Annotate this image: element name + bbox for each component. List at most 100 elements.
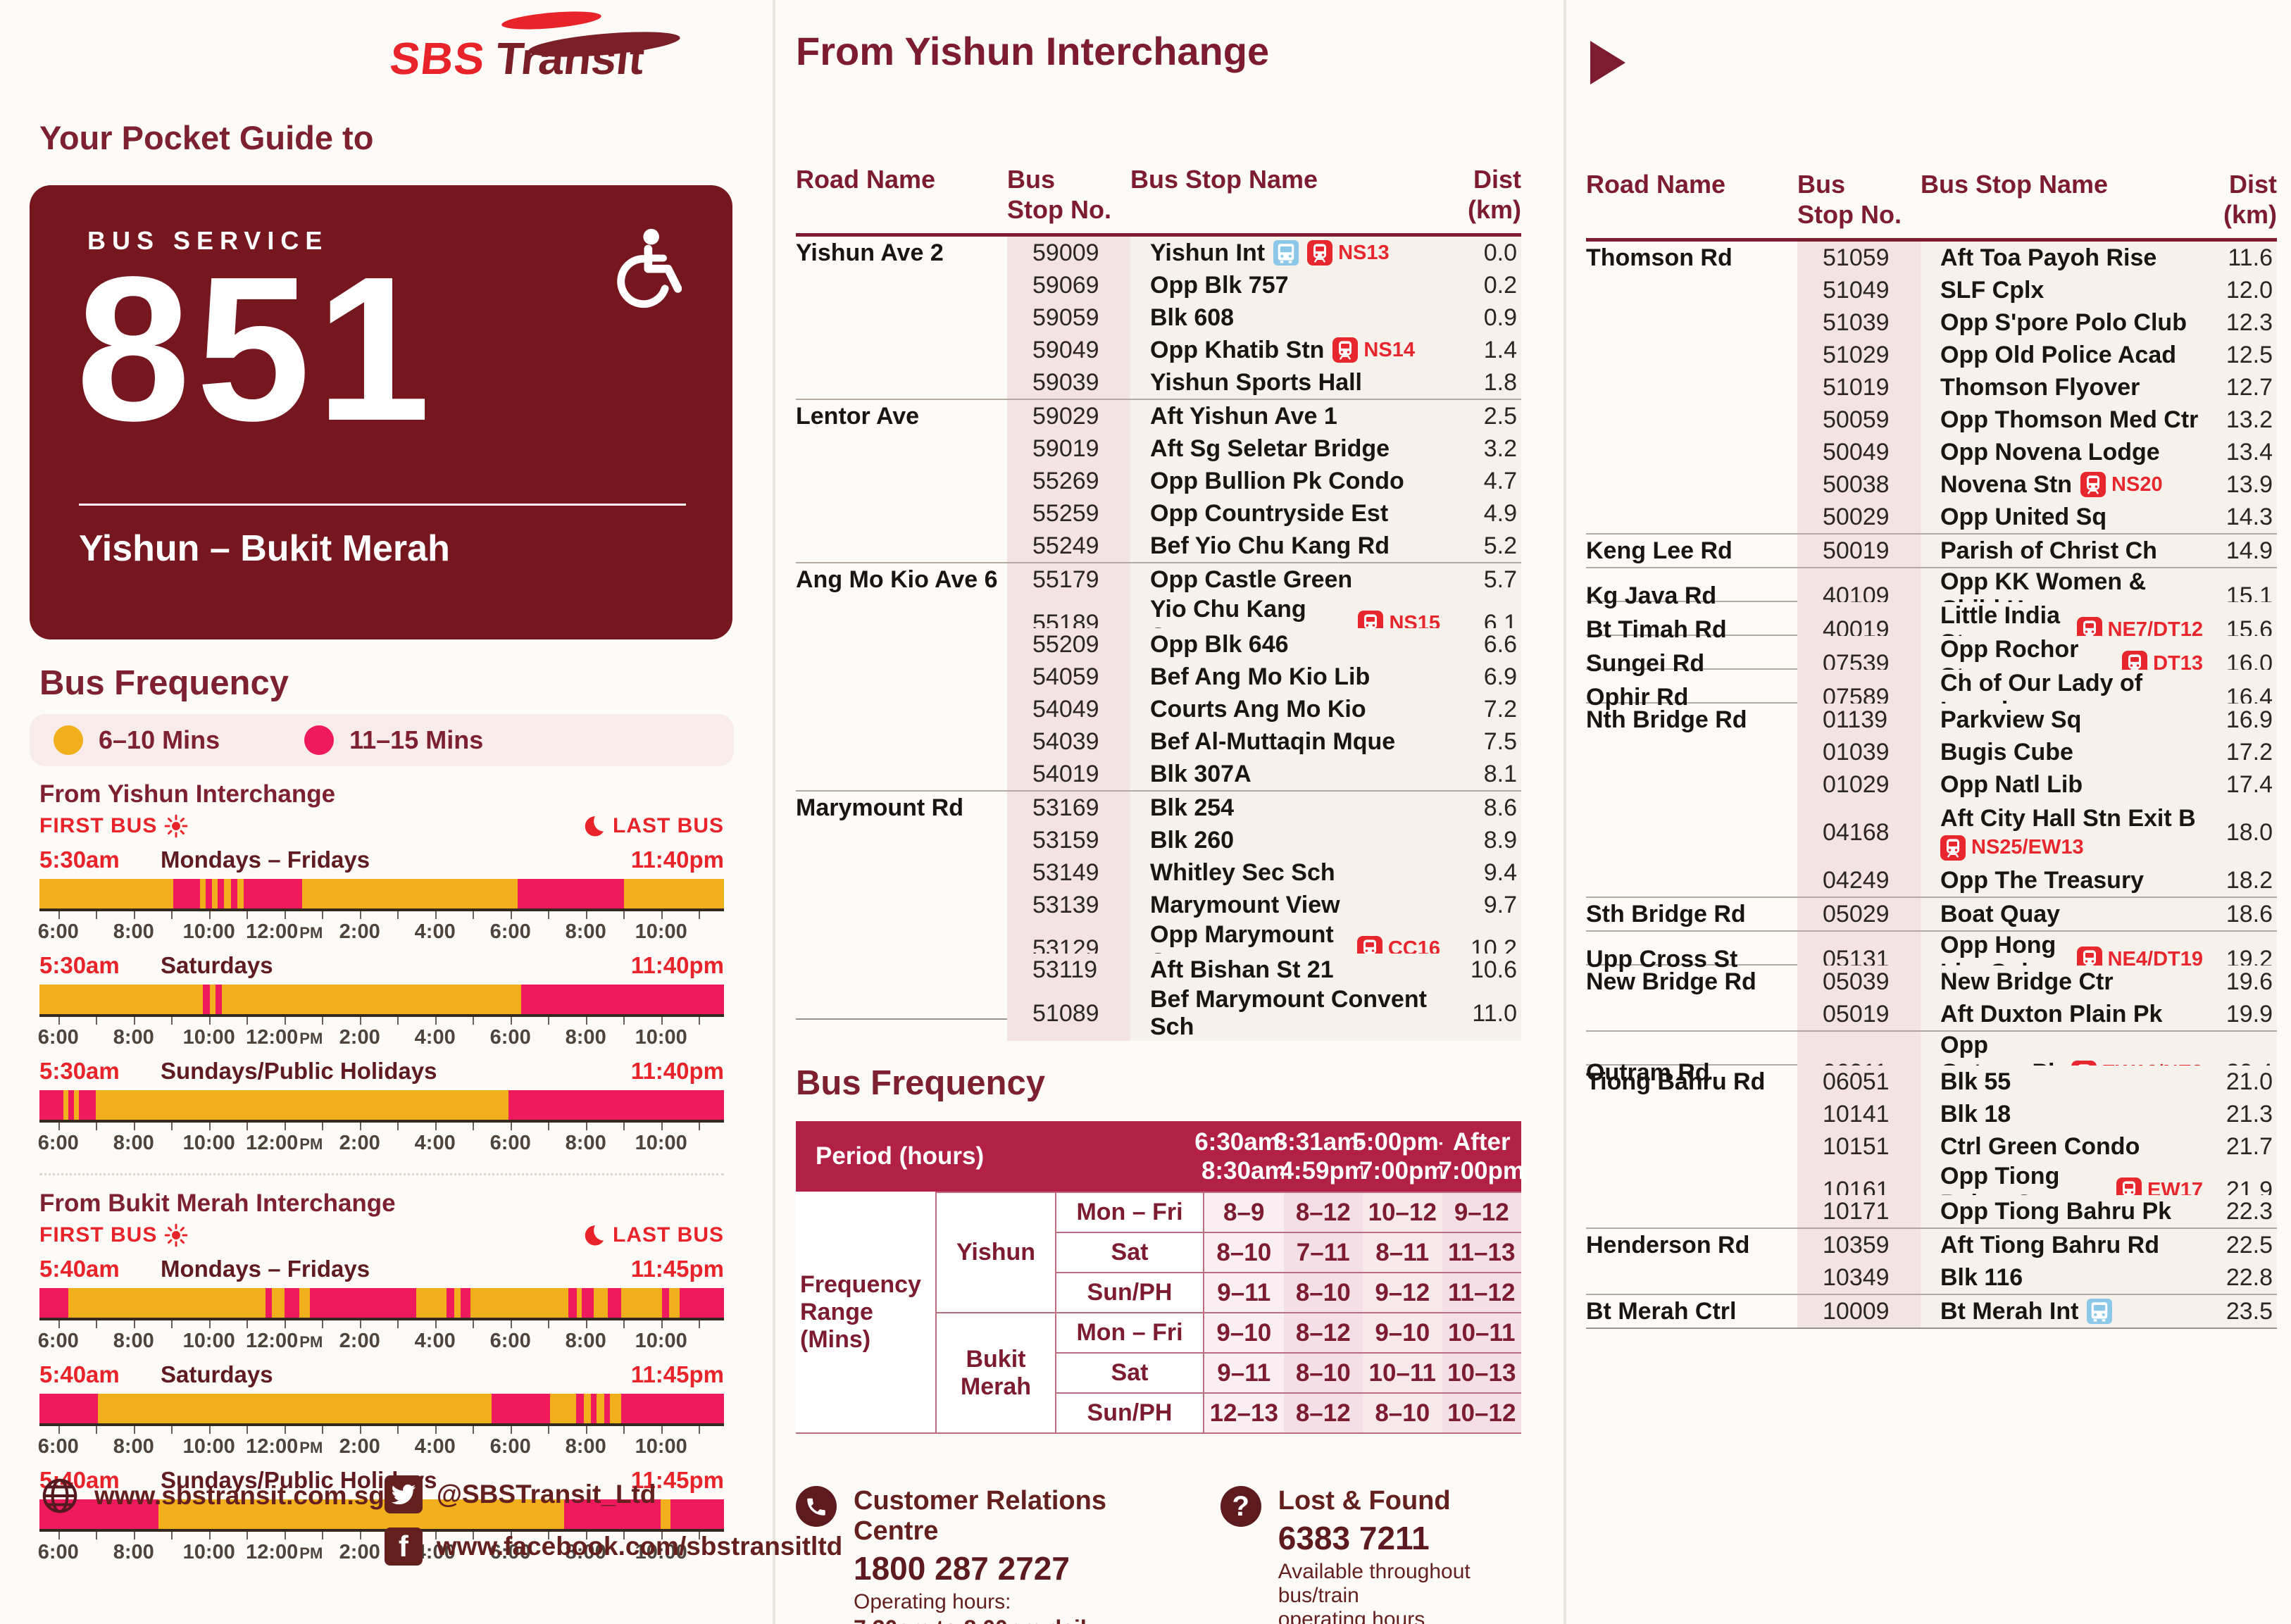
- road-name: New Bridge Rd: [1586, 968, 1756, 995]
- bus-stop-name: Opp Blk 646: [1130, 628, 1440, 661]
- stop-name-text: Aft Yishun Ave 1: [1150, 402, 1337, 430]
- axis-label: 6:00: [489, 920, 531, 943]
- stop-name-line: Parkview Sq: [1940, 706, 2081, 734]
- axis-tick: [623, 1320, 625, 1328]
- stop-name-line: New Bridge Ctr: [1940, 968, 2114, 996]
- road-name: [1586, 864, 1797, 897]
- stop-name-line: Blk 254: [1150, 794, 1234, 822]
- time-axis: 6:00 8:00 10:00 12:00PM 2:00 4:00 6:00 8:00 10:0…: [38, 1532, 724, 1564]
- frequency-value: 8–9: [1204, 1192, 1284, 1232]
- stop-name-text: Blk 254: [1150, 794, 1235, 821]
- axis-label-pm: PM: [299, 1135, 323, 1153]
- stop-name-text: Marymount View: [1150, 891, 1340, 918]
- bus-stop-name: Courts Ang Mo Kio: [1130, 693, 1440, 726]
- stop-name-text: Novena Stn: [1940, 470, 2073, 498]
- frequency-value: 9–12: [1442, 1192, 1521, 1232]
- axis-label: 4:00: [414, 920, 456, 943]
- bus-stop-name: Aft Yishun Ave 1: [1130, 400, 1440, 433]
- mrt-train-icon: [1940, 835, 1966, 861]
- period-line1: After: [1452, 1128, 1511, 1156]
- frequency-segment-6-10: [158, 1499, 564, 1529]
- legend-label-6-10: 6–10 Mins: [99, 725, 220, 754]
- axis-label: 8:00: [565, 1435, 606, 1458]
- stop-distance: 14.3: [2203, 501, 2277, 534]
- axis-tick: [623, 1532, 625, 1539]
- axis-tick: [246, 1017, 249, 1025]
- mrt-train-icon: [1307, 240, 1333, 266]
- route-name: Yishun – Bukit Merah: [79, 528, 450, 569]
- axis-label: 8:00: [113, 1330, 154, 1352]
- axis-label: 8:00: [565, 1541, 606, 1563]
- stop-row: 59049 Opp Khatib Stn NS14 1.4: [796, 334, 1521, 367]
- bus-stop-name: Aft Bishan St 21: [1130, 954, 1440, 987]
- axis-tick: [699, 911, 701, 919]
- first-bus-time: 5:30am: [39, 847, 120, 873]
- time-axis: 6:00 8:00 10:00 12:00PM 2:00 4:00 6:00 8:00 10:0…: [38, 1017, 724, 1049]
- frequency-charts: From Yishun Interchange FIRST BUS LAST BUS…: [30, 780, 734, 1564]
- service-day-label: Saturdays: [161, 1361, 273, 1387]
- frequency-segment-11-15: [576, 1394, 584, 1423]
- bus-stop-number: 55259: [1007, 497, 1130, 530]
- bus-stop-number: 51049: [1797, 274, 1921, 307]
- period-column-header: After 7:00pm: [1438, 1121, 1525, 1192]
- frequency-segment-11-15: [604, 1394, 610, 1423]
- bus-stop-number: 05029: [1797, 898, 1921, 931]
- stop-name-text: Bugis Cube: [1940, 738, 2073, 766]
- frequency-segment-6-10: [210, 985, 216, 1014]
- axis-label: 10:00: [635, 920, 687, 943]
- frequency-segment-11-15: [460, 1288, 471, 1318]
- axis-label: 8:00: [565, 1026, 606, 1049]
- bus-stop-number: 53149: [1007, 856, 1130, 889]
- bus-stop-name: Yishun Int NS13: [1130, 237, 1440, 270]
- bus-stop-name: Bef Ang Mo Kio Lib: [1130, 661, 1440, 694]
- bus-stop-number: 55209: [1007, 628, 1130, 661]
- axis-label: 10:00: [182, 1132, 235, 1154]
- stop-name-line: Opp Natl Lib: [1940, 771, 2083, 799]
- axis-tick: [435, 1532, 437, 1539]
- frequency-segment-11-15: [215, 985, 222, 1014]
- axis-tick: [58, 1123, 60, 1130]
- axis-label-pm: PM: [299, 1544, 323, 1562]
- road-name: [796, 661, 1007, 693]
- stop-name-line: Opp Novena Lodge: [1940, 439, 2160, 466]
- bus-stop-number: 51089: [1007, 986, 1130, 1042]
- bus-stop-name: Parkview Sq: [1921, 704, 2203, 737]
- stop-name-text: Boat Quay: [1940, 900, 2061, 927]
- stop-name-line: Bugis Cube: [1940, 739, 2073, 766]
- stop-distance: 2.5: [1440, 400, 1521, 433]
- bus-stop-name: Opp Countryside Est: [1130, 497, 1440, 530]
- stop-name-line: Bef Al-Muttaqin Mque: [1150, 728, 1395, 756]
- stop-distance: 19.6: [2203, 966, 2277, 999]
- globe-icon: [39, 1475, 80, 1516]
- stop-row: Henderson Rd 10359 Aft Tiong Bahru Rd 22.5: [1586, 1229, 2277, 1262]
- stop-row: 53159 Blk 260 8.9: [796, 824, 1521, 857]
- axis-tick: [435, 1017, 437, 1025]
- stop-name-line: Bef Yio Chu Kang Rd: [1150, 532, 1390, 560]
- road-name: Keng Lee Rd: [1586, 537, 1733, 564]
- stop-name-line: Opp Old Police Acad: [1940, 342, 2176, 369]
- stop-row: 51019 Thomson Flyover 12.7: [1586, 371, 2277, 404]
- frequency-segment-11-15: [79, 1090, 96, 1120]
- road-name: [796, 824, 1007, 856]
- stop-name-line: Courts Ang Mo Kio: [1150, 696, 1366, 723]
- stop-distance: 13.4: [2203, 436, 2277, 469]
- stop-name-text: Blk 116: [1940, 1263, 2023, 1291]
- frequency-value: 9–10: [1363, 1312, 1442, 1353]
- bus-stop-number: 59009: [1007, 237, 1130, 270]
- stop-row: 54049 Courts Ang Mo Kio 7.2: [796, 693, 1521, 726]
- bus-stop-number: 51029: [1797, 339, 1921, 372]
- bus-stop-name: Aft Toa Payoh Rise: [1921, 242, 2203, 275]
- mrt-station-code: NS25/EW13: [1971, 836, 2084, 859]
- frequency-value: 8–12: [1283, 1192, 1363, 1232]
- stop-row: Lentor Ave 59029 Aft Yishun Ave 1 2.5: [796, 400, 1521, 433]
- stop-distance: 12.5: [2203, 339, 2277, 372]
- bus-stop-number: 51039: [1797, 306, 1921, 339]
- page-title: Your Pocket Guide to: [39, 119, 374, 156]
- stop-name-line: Aft City Hall Stn Exit B: [1940, 805, 2196, 832]
- axis-tick: [397, 1123, 399, 1130]
- group-divider: [39, 1173, 724, 1175]
- axis-tick: [133, 1017, 135, 1025]
- stop-row: Sth Bridge Rd 05029 Boat Quay 18.6: [1586, 898, 2277, 931]
- stop-row: 51029 Opp Old Police Acad 12.5: [1586, 339, 2277, 372]
